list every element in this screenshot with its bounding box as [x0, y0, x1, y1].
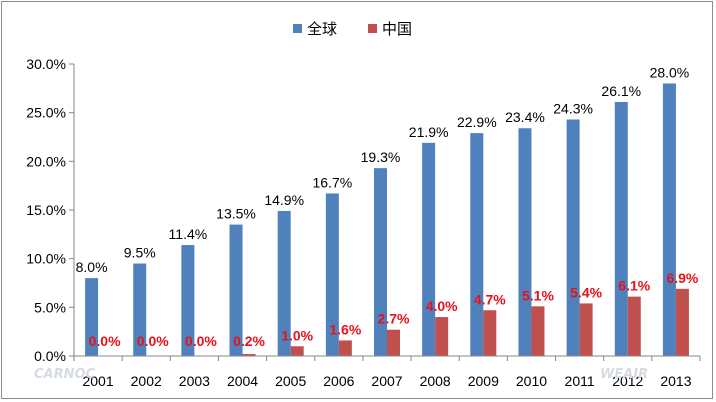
data-label-global: 26.1%	[601, 83, 641, 99]
data-label-china: 4.7%	[474, 291, 506, 307]
x-tick-label: 2008	[420, 373, 451, 389]
data-label-global: 16.7%	[312, 174, 352, 190]
bar-global	[518, 128, 532, 356]
bar-global	[614, 101, 628, 357]
x-tick-label: 2007	[371, 373, 402, 389]
y-tick-label: 0.0%	[34, 348, 66, 364]
data-label-china: 4.0%	[426, 298, 458, 314]
bar-global	[470, 133, 484, 356]
data-label-global: 28.0%	[650, 64, 690, 80]
data-label-global: 19.3%	[361, 149, 401, 165]
data-label-global: 24.3%	[553, 100, 593, 116]
data-label-china: 6.9%	[666, 270, 698, 286]
x-tick-label: 2012	[612, 373, 643, 389]
x-tick-label: 2006	[323, 373, 354, 389]
watermark-weair: WEAIR	[600, 367, 648, 382]
x-tick-label: 2002	[131, 373, 162, 389]
data-label-china: 6.1%	[618, 278, 650, 294]
legend-swatch-global	[293, 24, 302, 33]
x-tick-label: 2004	[227, 373, 258, 389]
bar-china	[531, 306, 545, 356]
legend-label-china: 中国	[382, 20, 412, 38]
legend: 全球 中国	[293, 20, 412, 38]
y-tick-label: 30.0%	[26, 56, 66, 72]
bar-global	[662, 83, 676, 356]
x-tick-label: 2011	[565, 373, 595, 389]
data-label-global: 22.9%	[457, 114, 497, 130]
bar-global	[422, 142, 436, 356]
data-label-china: 0.0%	[137, 333, 169, 349]
x-tick-label: 2003	[179, 373, 210, 389]
bar-china	[483, 310, 497, 356]
y-tick-label: 5.0%	[34, 299, 66, 315]
bar-china	[579, 303, 593, 356]
bar-china	[675, 288, 689, 356]
bar-china	[242, 354, 256, 356]
bar-global	[277, 210, 291, 356]
data-label-global: 9.5%	[124, 245, 156, 261]
bar-china	[387, 329, 400, 356]
x-tick-label: 2009	[468, 373, 499, 389]
x-tick-label: 2010	[516, 373, 547, 389]
bar-china	[338, 340, 352, 356]
bar-global	[133, 263, 147, 356]
data-labels: 8.0% 0.0% 9.5% 0.0% 11.4% 0.0% 13.5% 0.2% 14.9% 1…	[76, 64, 699, 349]
bar-global	[374, 168, 387, 356]
watermarks: CARNOC WEAIR	[34, 367, 648, 382]
y-tick-label: 25.0%	[26, 105, 66, 121]
x-tick-label: 2001	[82, 373, 113, 389]
legend-swatch-china	[368, 24, 377, 33]
watermark-carnoc: CARNOC	[34, 367, 96, 382]
y-tick-label: 15.0%	[26, 202, 66, 218]
data-label-china: 5.4%	[570, 284, 602, 300]
data-label-global: 14.9%	[264, 192, 304, 208]
data-label-global: 23.4%	[505, 109, 545, 125]
data-label-global: 13.5%	[216, 206, 256, 222]
x-tick-label: 2013	[660, 373, 691, 389]
data-label-china: 0.0%	[89, 333, 121, 349]
data-label-china: 2.7%	[378, 311, 410, 327]
bar-global	[325, 193, 339, 356]
x-tick-label: 2005	[275, 373, 306, 389]
bar-global	[566, 119, 580, 356]
bar-global	[229, 224, 243, 356]
data-label-global: 8.0%	[76, 259, 108, 275]
bar-china	[627, 296, 641, 356]
bar-global	[85, 278, 99, 356]
bars	[85, 83, 689, 357]
data-label-global: 21.9%	[409, 124, 449, 140]
y-tick-label: 20.0%	[26, 153, 66, 169]
data-label-china: 1.0%	[281, 327, 313, 343]
y-tick-label: 10.0%	[26, 251, 66, 267]
data-label-china: 0.0%	[185, 333, 217, 349]
bar-global	[181, 245, 195, 356]
data-label-china: 5.1%	[522, 287, 554, 303]
y-axis: 0.0% 5.0% 10.0% 15.0% 20.0% 25.0% 30.0%	[26, 56, 75, 364]
bar-china	[290, 346, 304, 356]
bar-china	[435, 317, 449, 356]
legend-label-global: 全球	[307, 20, 337, 38]
data-label-china: 0.2%	[233, 333, 265, 349]
data-label-global: 11.4%	[169, 226, 208, 242]
data-label-china: 1.6%	[329, 321, 361, 337]
x-axis: 2001 2002 2003 2004 2005 2006 2007 2008 2009 2010…	[73, 355, 701, 389]
